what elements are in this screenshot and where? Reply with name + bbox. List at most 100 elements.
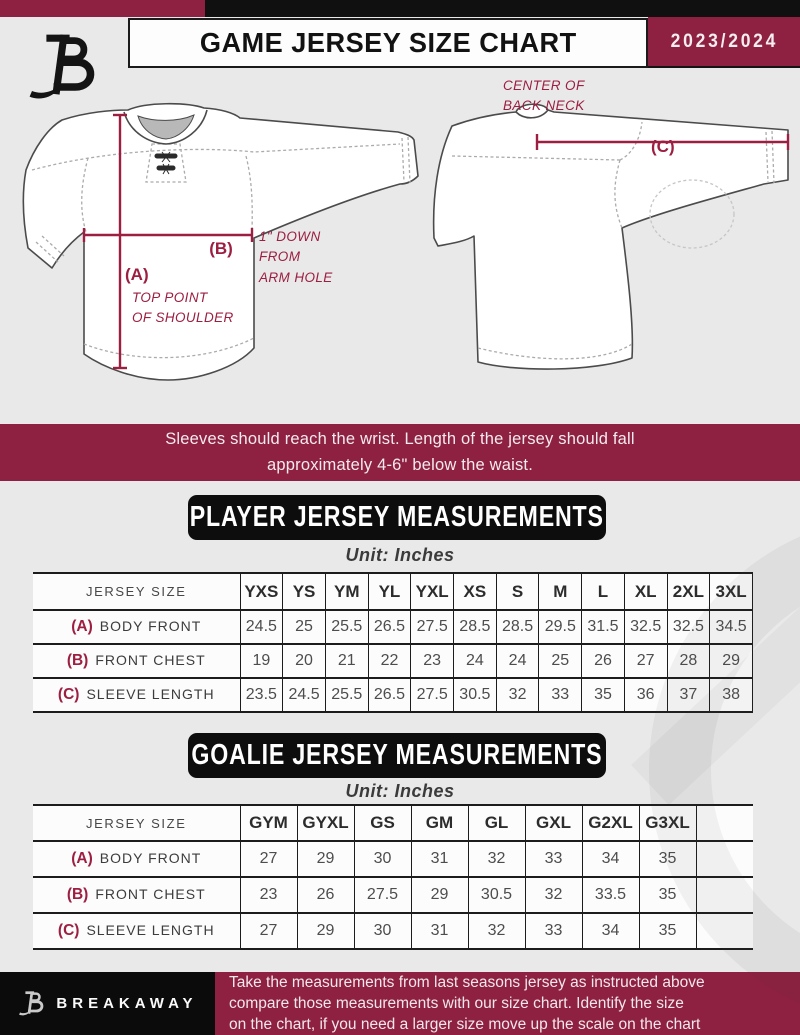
measurement-value-cell: 30 bbox=[353, 841, 411, 877]
front-jersey-diagram bbox=[22, 102, 419, 381]
goalie-measurements-title: GOALIE JERSEY MEASUREMENTS bbox=[191, 739, 603, 771]
size-column-header: 2XL bbox=[666, 573, 710, 610]
row-key-label: (A) bbox=[71, 618, 93, 635]
measurement-value-cell: 36 bbox=[623, 678, 668, 712]
measurement-value-cell: 34 bbox=[581, 913, 639, 949]
measurement-value-cell: 23 bbox=[410, 644, 454, 678]
measurement-value-cell: 29 bbox=[709, 644, 753, 678]
measurement-value-cell: 35 bbox=[638, 877, 696, 913]
measurement-row: (C) SLEEVE LENGTH 27 29 30 31 32 33 34 35 bbox=[33, 913, 753, 949]
annotation-a-label: (A) bbox=[125, 265, 149, 284]
measurement-value-cell: 27.5 bbox=[353, 877, 411, 913]
measurement-value-cell: 26.5 bbox=[367, 610, 411, 644]
header-maroon-strip bbox=[0, 0, 205, 17]
measurement-value-cell: 27.5 bbox=[410, 678, 454, 712]
jersey-size-corner-label: JERSEY SIZE bbox=[86, 584, 187, 599]
measurement-row: (A) BODY FRONT 24.5 25 25.5 26.5 27.5 28.5 28.5 2… bbox=[33, 610, 753, 644]
measurement-value-cell: 33 bbox=[524, 841, 582, 877]
measurement-value-cell: 26 bbox=[296, 877, 354, 913]
footer-instruction-line: compare those measurements with our size… bbox=[229, 994, 684, 1012]
annotation-a-caption: TOP POINT OF SHOULDER bbox=[132, 288, 234, 329]
goalie-table: JERSEY SIZE GYM GYXL GS GM GL GXL G2XL G3XL (A) BO… bbox=[33, 804, 753, 950]
measurement-value-cell: 34 bbox=[581, 841, 639, 877]
measurement-value-cell: 27.5 bbox=[410, 610, 454, 644]
fit-notice-line: Sleeves should reach the wrist. Length o… bbox=[165, 429, 635, 448]
measurement-value-cell: 30.5 bbox=[467, 877, 525, 913]
page-title: GAME JERSEY SIZE CHART bbox=[199, 27, 577, 58]
measurement-value-cell: 24 bbox=[495, 644, 539, 678]
measurement-value-cell: 26.5 bbox=[367, 678, 411, 712]
annotation-a-caption-line: TOP POINT bbox=[132, 290, 208, 305]
row-key-label: (C) bbox=[57, 922, 80, 939]
measurement-value-cell: 38 bbox=[709, 678, 753, 712]
size-column-header: GYM bbox=[239, 805, 297, 841]
goalie-measurements-banner: GOALIE JERSEY MEASUREMENTS bbox=[188, 733, 606, 778]
size-column-header: GXL bbox=[524, 805, 582, 841]
measurement-value-cell: 29 bbox=[296, 913, 354, 949]
annotation-c-caption-line: BACK NECK bbox=[503, 98, 585, 114]
header-black-strip bbox=[205, 0, 800, 17]
row-label-cell: (B) FRONT CHEST bbox=[33, 877, 240, 913]
measurement-value-cell: 35 bbox=[581, 678, 625, 712]
measurement-value-cell: 34.5 bbox=[709, 610, 753, 644]
measurement-value-cell: 28.5 bbox=[453, 610, 497, 644]
size-column-header: L bbox=[581, 573, 625, 610]
front-collar bbox=[123, 109, 208, 145]
annotation-b-label: (B) bbox=[209, 239, 233, 258]
row-measurement-label: SLEEVE LENGTH bbox=[86, 686, 215, 702]
measurement-value-cell: 31 bbox=[410, 913, 468, 949]
measurement-value-cell: 29.5 bbox=[538, 610, 582, 644]
goalie-size-table-container: JERSEY SIZE GYM GYXL GS GM GL GXL G2XL G3XL (A) BO… bbox=[33, 804, 753, 950]
fit-notice-banner: Sleeves should reach the wrist. Length o… bbox=[0, 424, 800, 481]
row-key-label: (A) bbox=[71, 850, 93, 867]
measurement-value-cell: 30.5 bbox=[453, 678, 497, 712]
measurement-line-back bbox=[535, 134, 790, 150]
measurement-value-cell: 32.5 bbox=[623, 610, 668, 644]
measurement-value-cell: 30 bbox=[353, 913, 411, 949]
measurement-value-cell: 28 bbox=[666, 644, 710, 678]
annotation-c-label: (C) bbox=[651, 137, 675, 156]
row-key-label: (B) bbox=[66, 886, 89, 903]
measurement-row: (A) BODY FRONT 27 29 30 31 32 33 34 35 bbox=[33, 841, 753, 877]
goalie-unit-label: Unit: Inches bbox=[345, 781, 455, 801]
size-column-header bbox=[695, 805, 753, 841]
measurement-value-cell: 29 bbox=[296, 841, 354, 877]
annotation-b-caption-line: FROM bbox=[259, 249, 301, 265]
measurement-value-cell: 23 bbox=[239, 877, 297, 913]
fit-notice-line: approximately 4-6" below the waist. bbox=[267, 455, 533, 474]
measurement-value-cell: 31.5 bbox=[581, 610, 625, 644]
collar-laces bbox=[154, 151, 178, 175]
measurement-value-cell: 26 bbox=[581, 644, 625, 678]
row-label-cell: (C) SLEEVE LENGTH bbox=[33, 913, 240, 949]
measurement-value-cell: 25.5 bbox=[324, 610, 369, 644]
jersey-size-corner-label: JERSEY SIZE bbox=[86, 815, 187, 831]
season-label: 2023/2024 bbox=[670, 30, 778, 52]
size-column-header: 3XL bbox=[709, 573, 753, 610]
measurement-value-cell: 27 bbox=[239, 913, 297, 949]
measurement-value-cell: 32 bbox=[495, 678, 539, 712]
size-header-row: JERSEY SIZE YXS YS YM YL YXL XS S M L XL 2XL 3XL bbox=[33, 573, 753, 610]
measurement-value-cell: 37 bbox=[666, 678, 710, 712]
annotation-b-caption-line: ARM HOLE bbox=[259, 269, 333, 285]
footer-brand-block: BREAKAWAY bbox=[0, 972, 215, 1035]
row-measurement-label: SLEEVE LENGTH bbox=[86, 922, 215, 938]
measurement-value-cell: 35 bbox=[638, 913, 696, 949]
size-column-header: M bbox=[538, 573, 582, 610]
annotation-c-caption-line: CENTER OF bbox=[503, 78, 585, 93]
player-measurements-title: PLAYER JERSEY MEASUREMENTS bbox=[190, 501, 605, 533]
row-measurement-label: FRONT CHEST bbox=[95, 886, 206, 902]
season-badge: 2023/2024 bbox=[648, 17, 800, 68]
measurement-value-cell: 32.5 bbox=[666, 610, 710, 644]
measurement-value-cell: 29 bbox=[410, 877, 468, 913]
size-column-header: YXL bbox=[410, 573, 454, 610]
size-column-header: GS bbox=[353, 805, 411, 841]
measurement-row: (C) SLEEVE LENGTH 23.5 24.5 25.5 26.5 27.5 30.5… bbox=[33, 678, 753, 712]
measurement-value-cell: 25 bbox=[538, 644, 582, 678]
measurement-value-cell: 33 bbox=[524, 913, 582, 949]
measurement-value-cell: 24.5 bbox=[239, 610, 283, 644]
row-key-label: (B) bbox=[66, 652, 89, 669]
measurement-value-cell: 35 bbox=[638, 841, 696, 877]
row-measurement-label: FRONT CHEST bbox=[95, 652, 206, 668]
breakaway-b-logo-footer bbox=[18, 990, 44, 1017]
footer-instruction-line: on the chart, if you need a larger size … bbox=[229, 1016, 701, 1034]
